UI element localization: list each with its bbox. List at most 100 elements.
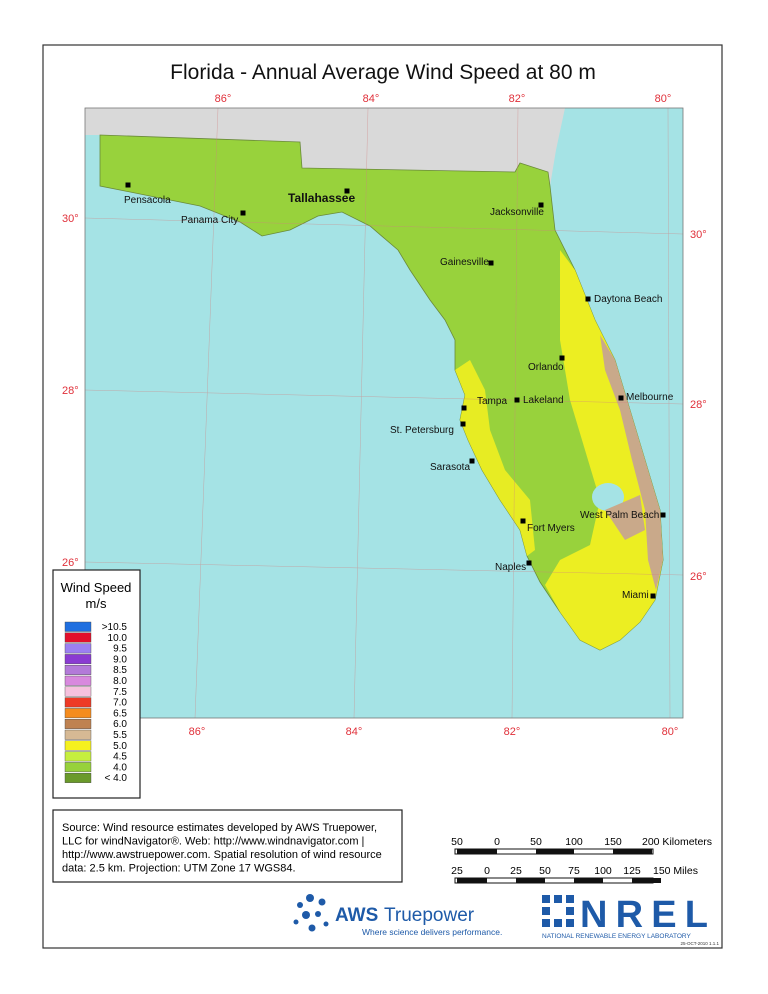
km-label: 50 [530,836,542,848]
city-marker [344,188,350,194]
legend-label: 9.0 [113,654,127,665]
legend-swatch [64,654,92,665]
lat-label-left: 26° [62,557,79,569]
tan-area [605,495,645,540]
city-label: Pensacola [124,195,171,206]
city-marker [240,210,246,216]
km-segment [613,849,652,854]
legend-label: 7.0 [113,698,127,709]
lon-label-bottom: 86° [189,726,206,738]
legend-swatch [64,697,92,708]
map-border [84,107,684,719]
graticule [84,107,684,719]
lon-label-bottom: 80° [662,726,679,738]
legend-swatch [64,740,92,751]
legend-swatch [64,719,92,729]
km-label: 50 [451,836,463,848]
labels: 86° 84° 82° 80° 86° 84° 82° 80° 30° 28° 26° 30° 28° 2… [62,93,707,738]
city-label: Daytona Beach [594,294,662,305]
legend-label: 9.5 [113,644,127,655]
city-marker [660,512,666,518]
mile-label: 0 [484,865,490,877]
mile-label: 25 [510,865,522,877]
legend-label: 5.0 [113,741,127,752]
source: Source: Wind resource estimates develope… [52,809,403,883]
city-marker [526,560,532,566]
nrel-mark [542,895,574,927]
lat-label-right: 28° [690,399,707,411]
legend-label: 4.0 [113,762,127,773]
aws-logo-b: Truepower [384,905,475,926]
km-label: 100 [565,836,583,848]
mile-label: 150 Miles [653,865,698,877]
city-marker [488,260,494,266]
mile-label: 50 [539,865,551,877]
mile-label: 100 [594,865,612,877]
legend-swatch [64,773,92,783]
legend-label: 8.0 [113,676,127,687]
legend: Wind Speed m/s >10.510.09.59.08.58.07.57… [52,569,141,799]
legend-label: < 4.0 [104,773,127,784]
legend-swatch [64,621,92,632]
city-label: Gainesville [440,257,489,268]
legend-unit: m/s [86,596,107,611]
legend-swatch [64,729,92,740]
city-label: Naples [495,562,526,573]
aws-dots [293,894,329,932]
city-label: Jacksonville [490,207,544,218]
aws-logo: AWS [335,905,378,926]
city-marker [520,518,526,524]
source-line: data: 2.5 km. Projection: UTM Zone 17 WG… [62,863,296,875]
city-marker [469,458,475,464]
legend-swatch [64,708,92,719]
source-line: Source: Wind resource estimates develope… [62,822,377,834]
aws-tagline: Where science delivers performance. [362,927,502,937]
title: Florida - Annual Average Wind Speed at 8… [170,61,596,84]
city-label: Panama City [181,215,238,226]
lat-label-left: 30° [62,213,79,225]
legend-swatch [64,643,92,654]
neighbor-states [85,108,565,186]
source-line: http://www.awstruepower.com. Spatial res… [62,849,382,861]
legend-label: 7.5 [113,687,127,698]
city-label: Tampa [477,396,507,407]
km-segment [536,849,574,854]
lat-label-right: 30° [690,229,707,241]
legend-swatch [64,751,92,762]
lat-label-right: 26° [690,571,707,583]
city-marker [650,593,656,599]
lon-label-top: 80° [655,93,672,105]
legend-label: 4.5 [113,752,127,763]
legend-swatch [64,665,92,675]
km-label: 0 [494,836,500,848]
legend-swatch [64,675,92,686]
city-label: Melbourne [626,392,674,403]
mile-label: 75 [568,865,580,877]
km-label: 150 [604,836,622,848]
km-label: 200 Kilometers [642,836,712,848]
city-label: West Palm Beach [580,510,659,521]
city-label: St. Petersburg [390,425,454,436]
legend-label: 6.0 [113,719,127,730]
legend-label: 10.0 [108,633,128,644]
legend-swatch [64,762,92,773]
city-marker [461,405,467,411]
mile-label: 25 [451,865,463,877]
city-marker [559,355,565,361]
mile-label: 125 [623,865,641,877]
mile-segment [516,878,545,883]
city-marker [585,296,591,302]
city-label: Miami [622,590,649,601]
nrel-subtitle: NATIONAL RENEWABLE ENERGY LABORATORY [542,933,691,940]
source-line: LLC for windNavigator®. Web: http://www.… [62,836,364,848]
cities: Pensacola Panama City Tallahassee Jacksonvi… [124,182,674,601]
city-marker [125,182,131,188]
mile-segment [457,878,487,883]
city-marker [618,395,624,401]
legend-label: >10.5 [102,622,128,633]
legend-label: 8.5 [113,665,127,676]
coastal-tan [600,335,663,590]
